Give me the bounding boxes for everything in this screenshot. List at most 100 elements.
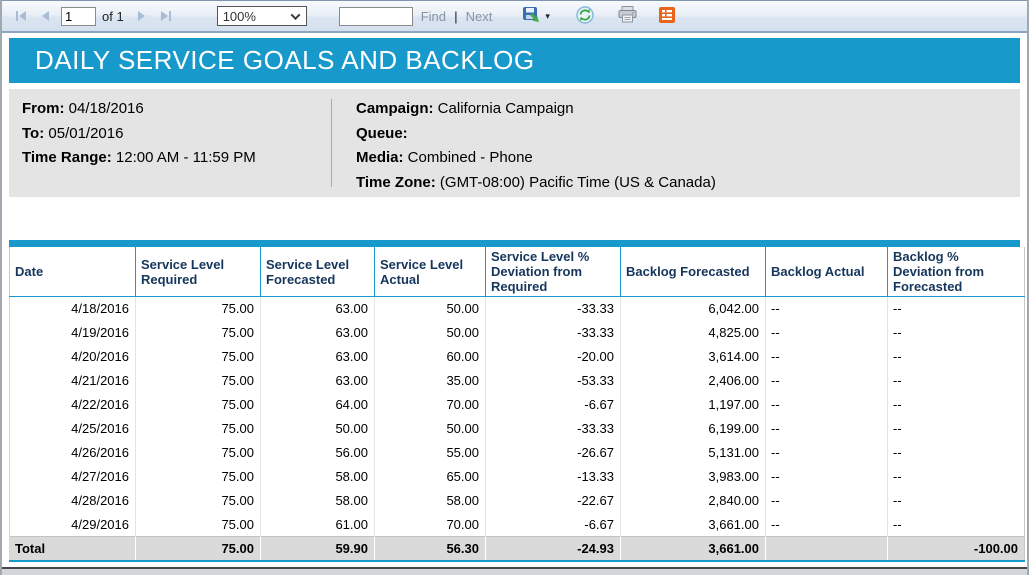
table-cell: 4/20/2016 [9,344,136,369]
table-cell: 6,199.00 [620,416,766,441]
table-cell: 3,614.00 [620,344,766,369]
find-next-separator: | [453,8,458,24]
next-page-button[interactable] [134,8,149,24]
parameter-row: From: 04/18/2016 [22,97,331,122]
table-row: 4/21/2016 75.00 63.00 35.00 -53.33 2,406.00 --… [9,368,1025,393]
column-header: Backlog Actual [765,247,888,297]
refresh-icon [576,5,594,27]
total-cell [765,536,888,562]
table-cell: 63.00 [260,296,375,321]
table-cell: 63.00 [260,368,375,393]
parameter-row: Time Range: 12:00 AM - 11:59 PM [22,146,331,171]
table-cell: -- [765,320,888,345]
table-cell: 4/18/2016 [9,296,136,321]
table-cell: -- [765,512,888,537]
table-cell: -- [887,488,1025,513]
table-cell: 56.00 [260,440,375,465]
table-cell: -- [887,416,1025,441]
table-cell: 2,406.00 [620,368,766,393]
table-row: 4/22/2016 75.00 64.00 70.00 -6.67 1,197.00 -- -… [9,392,1025,417]
table-cell: -- [887,368,1025,393]
column-header: Service Level Required [135,247,261,297]
parameter-value: Combined - Phone [403,149,533,166]
last-page-button[interactable] [157,8,175,24]
table-cell: 2,840.00 [620,488,766,513]
table-cell: 70.00 [374,512,486,537]
table-cell: 75.00 [135,440,261,465]
table-cell: 75.00 [135,368,261,393]
caret-down-icon: ▾ [545,10,550,21]
table-total-row: Total 75.00 59.90 56.30 -24.93 3,661.00 -100.0… [9,536,1025,562]
report-title-bar: DAILY SERVICE GOALS AND BACKLOG [9,38,1020,83]
table-row: 4/25/2016 75.00 50.00 50.00 -33.33 6,199.00 --… [9,416,1025,441]
total-cell: -24.93 [485,536,621,562]
table-cell: 63.00 [260,320,375,345]
data-feed-button[interactable] [658,6,675,26]
last-page-icon [160,11,168,21]
column-header: Backlog % Deviation from Forecasted [887,247,1025,297]
report-toolbar: of 1 100% Find | Next [2,0,1027,33]
table-top-accent-bar [9,240,1020,247]
page-number-input[interactable] [61,6,96,26]
parameter-row: Queue: [356,122,716,147]
total-cell: 56.30 [374,536,486,562]
parameter-value: California Campaign [433,100,574,117]
first-page-icon [16,11,18,21]
column-header: Service Level Forecasted [260,247,375,297]
export-button[interactable]: ▾ [522,6,550,27]
table-cell: -- [765,440,888,465]
parameter-label: Time Zone: [356,173,436,191]
table-cell: -- [887,440,1025,465]
table-cell: 58.00 [374,488,486,513]
parameter-label: To: [22,124,45,142]
parameter-value: 12:00 AM - 11:59 PM [111,149,256,166]
parameter-row: Campaign: California Campaign [356,97,716,122]
column-header: Date [9,247,136,297]
find-input[interactable] [338,6,413,26]
table-cell: 4/26/2016 [9,440,136,465]
table-cell: 65.00 [374,464,486,489]
table-cell: -6.67 [485,392,621,417]
table-cell: -- [887,464,1025,489]
next-result-button[interactable]: Next [465,8,493,24]
previous-page-button[interactable] [38,8,53,24]
parameter-label: Time Range: [22,149,112,166]
table-cell: 75.00 [135,320,261,345]
table-cell: -- [887,512,1025,537]
parameters-left-column: From: 04/18/2016 To: 05/01/2016 Time Range… [9,97,331,197]
table-cell: 75.00 [135,464,261,489]
parameter-label: Campaign: [356,100,434,117]
parameters-divider [331,99,332,187]
column-header: Service Level % Deviation from Required [485,247,621,297]
table-cell: -- [765,464,888,489]
total-cell: -100.00 [887,536,1025,562]
zoom-value: 100% [222,8,256,24]
report-parameters-panel: From: 04/18/2016 To: 05/01/2016 Time Range… [9,89,1020,197]
zoom-select[interactable]: 100% [216,6,307,26]
table-cell: 50.00 [374,296,486,321]
parameter-value: 04/18/2016 [64,100,144,117]
printer-icon [618,6,637,26]
table-cell: -- [887,392,1025,417]
refresh-button[interactable] [576,5,594,27]
first-page-button[interactable] [12,8,30,24]
parameter-label: Media: [356,149,404,166]
table-cell: 75.00 [135,296,261,321]
print-button[interactable] [618,6,637,26]
report-table-wrap: Date Service Level Required Service Level … [9,240,1025,562]
bottom-frame-strip [2,569,1027,575]
table-cell: 3,983.00 [620,464,766,489]
table-cell: 1,197.00 [620,392,766,417]
table-row: 4/26/2016 75.00 56.00 55.00 -26.67 5,131.00 --… [9,440,1025,465]
total-cell: 59.90 [260,536,375,562]
find-button[interactable]: Find [420,8,446,24]
table-cell: -- [887,296,1025,321]
bottom-frame-line [2,567,1027,569]
table-cell: 4/29/2016 [9,512,136,537]
table-cell: 61.00 [260,512,375,537]
table-cell: 58.00 [260,488,375,513]
table-cell: 55.00 [374,440,486,465]
table-cell: 70.00 [374,392,486,417]
parameters-right-column: Campaign: California Campaign Queue: Medi… [332,97,716,197]
